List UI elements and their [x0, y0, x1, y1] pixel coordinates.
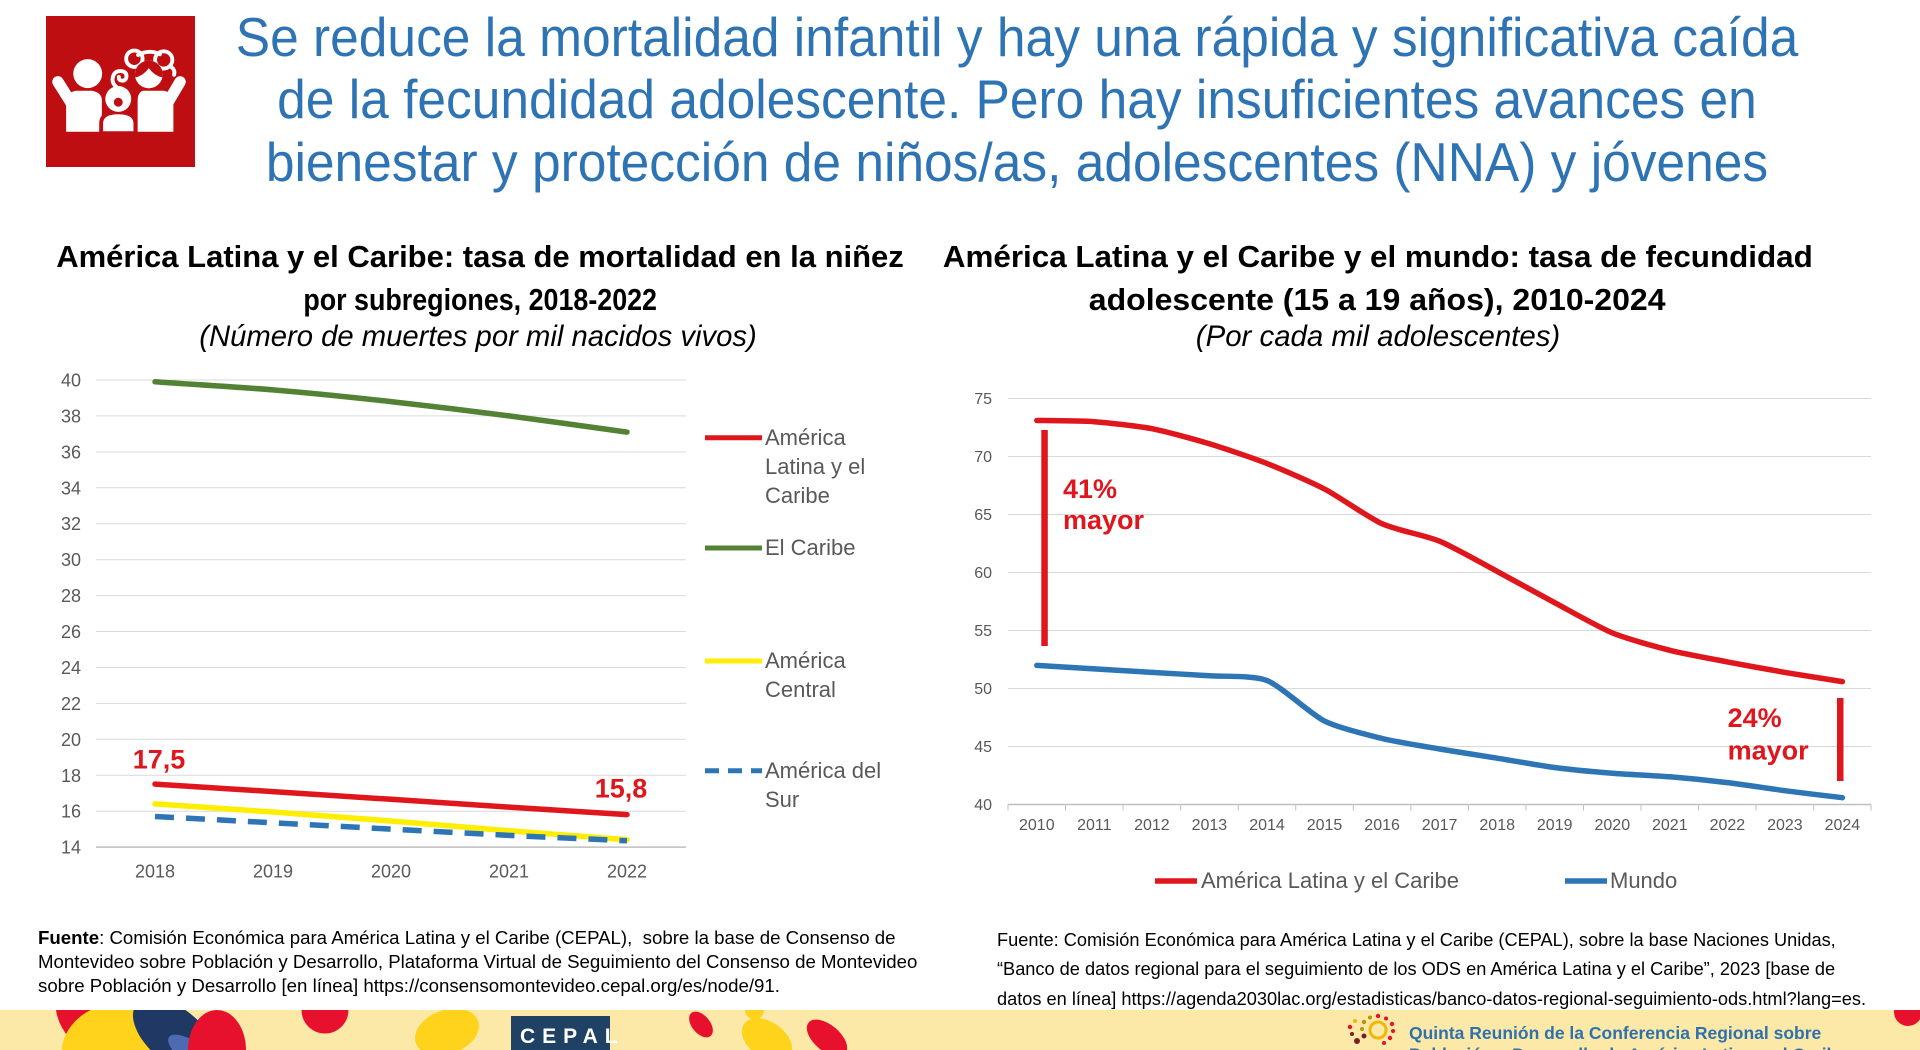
svg-text:2013: 2013: [1192, 817, 1228, 834]
svg-text:El Caribe: El Caribe: [765, 535, 855, 560]
svg-text:36: 36: [61, 442, 81, 462]
svg-text:38: 38: [61, 406, 81, 426]
svg-text:2021: 2021: [489, 862, 529, 882]
svg-text:2019: 2019: [253, 862, 293, 882]
svg-text:2012: 2012: [1134, 817, 1170, 834]
svg-text:mayor: mayor: [1063, 505, 1145, 535]
svg-text:América del: América del: [765, 758, 881, 783]
svg-text:28: 28: [61, 586, 81, 606]
svg-text:Mundo: Mundo: [1610, 868, 1677, 893]
svg-text:70: 70: [974, 449, 992, 466]
svg-text:2022: 2022: [1710, 817, 1746, 834]
svg-text:30: 30: [61, 550, 81, 570]
svg-text:65: 65: [974, 507, 992, 524]
svg-text:2010: 2010: [1019, 817, 1055, 834]
svg-text:América: América: [765, 425, 846, 450]
svg-text:América Latina y el Caribe: América Latina y el Caribe: [1201, 868, 1459, 893]
svg-text:mayor: mayor: [1728, 736, 1810, 766]
svg-text:2021: 2021: [1652, 817, 1688, 834]
svg-text:2022: 2022: [607, 862, 647, 882]
svg-text:18: 18: [61, 766, 81, 786]
svg-text:60: 60: [974, 565, 992, 582]
svg-text:Quinta Reunión de la Conferenc: Quinta Reunión de la Conferencia Regiona…: [1409, 1023, 1822, 1043]
svg-text:40: 40: [61, 371, 81, 391]
svg-text:2018: 2018: [1479, 817, 1515, 834]
svg-text:Población y Desarrollo de Amér: Población y Desarrollo de América Latina…: [1409, 1045, 1847, 1050]
svg-text:Latina y el: Latina y el: [765, 454, 865, 479]
svg-text:2018: 2018: [135, 862, 175, 882]
svg-text:24: 24: [61, 658, 81, 678]
svg-text:17,5: 17,5: [133, 745, 186, 775]
svg-text:24%: 24%: [1728, 703, 1782, 733]
svg-text:2016: 2016: [1364, 817, 1400, 834]
svg-text:50: 50: [974, 681, 992, 698]
svg-text:34: 34: [61, 478, 81, 498]
svg-text:55: 55: [974, 623, 992, 640]
svg-text:2024: 2024: [1825, 817, 1861, 834]
svg-text:45: 45: [974, 739, 992, 756]
svg-text:2017: 2017: [1422, 817, 1458, 834]
svg-text:Sur: Sur: [765, 787, 799, 812]
svg-text:2011: 2011: [1077, 817, 1112, 834]
svg-text:22: 22: [61, 694, 81, 714]
svg-text:41%: 41%: [1063, 474, 1117, 504]
svg-text:40: 40: [974, 797, 992, 814]
svg-text:Caribe: Caribe: [765, 483, 830, 508]
svg-text:2014: 2014: [1249, 817, 1285, 834]
svg-text:CEPAL: CEPAL: [520, 1025, 625, 1048]
svg-text:2015: 2015: [1307, 817, 1343, 834]
svg-text:32: 32: [61, 514, 81, 534]
svg-text:15,8: 15,8: [595, 774, 648, 804]
svg-text:16: 16: [61, 802, 81, 822]
svg-text:2023: 2023: [1767, 817, 1803, 834]
svg-text:2019: 2019: [1537, 817, 1573, 834]
svg-text:América: América: [765, 648, 846, 673]
svg-text:75: 75: [974, 391, 992, 408]
svg-text:Central: Central: [765, 677, 836, 702]
svg-text:14: 14: [61, 838, 81, 858]
svg-text:2020: 2020: [371, 862, 411, 882]
svg-text:26: 26: [61, 622, 81, 642]
svg-text:20: 20: [61, 730, 81, 750]
svg-text:2020: 2020: [1595, 817, 1631, 834]
